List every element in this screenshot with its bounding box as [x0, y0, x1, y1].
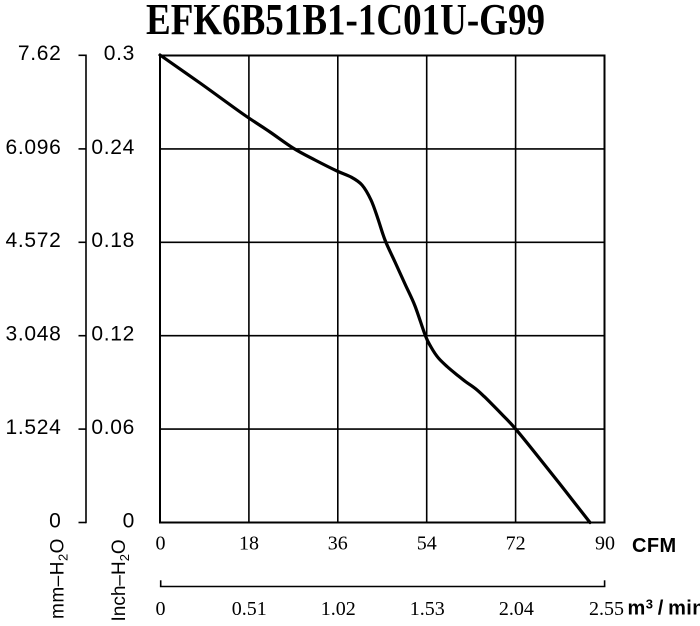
svg-text:2.04: 2.04 [499, 598, 534, 620]
svg-text:0.3: 0.3 [104, 42, 135, 65]
svg-text:0: 0 [123, 509, 135, 532]
svg-text:0.06: 0.06 [91, 416, 135, 439]
svg-text:0: 0 [156, 598, 166, 620]
svg-text:m3 / min: m3 / min [628, 596, 700, 619]
svg-text:0.24: 0.24 [91, 136, 135, 159]
svg-text:0: 0 [156, 533, 166, 555]
svg-text:3.048: 3.048 [5, 323, 61, 346]
svg-text:72: 72 [506, 533, 526, 555]
svg-text:mm–H2O: mm–H2O [48, 538, 71, 619]
svg-text:6.096: 6.096 [5, 136, 61, 159]
svg-text:36: 36 [328, 533, 348, 555]
svg-text:1.524: 1.524 [5, 416, 61, 439]
svg-text:Inch–H2O: Inch–H2O [109, 539, 132, 621]
svg-text:18: 18 [239, 533, 259, 555]
svg-text:0.51: 0.51 [232, 598, 267, 620]
svg-text:4.572: 4.572 [5, 229, 61, 252]
svg-text:0: 0 [49, 509, 61, 532]
svg-text:0.18: 0.18 [91, 229, 135, 252]
svg-text:0.12: 0.12 [91, 323, 135, 346]
svg-text:54: 54 [417, 533, 437, 555]
svg-text:CFM: CFM [632, 535, 677, 557]
svg-text:2.55: 2.55 [589, 598, 624, 620]
svg-text:1.02: 1.02 [321, 598, 356, 620]
svg-text:1.53: 1.53 [410, 598, 445, 620]
svg-text:90: 90 [595, 533, 615, 555]
svg-text:7.62: 7.62 [18, 42, 62, 65]
svg-text:EFK6B51B1-1C01U-G99: EFK6B51B1-1C01U-G99 [146, 0, 545, 44]
